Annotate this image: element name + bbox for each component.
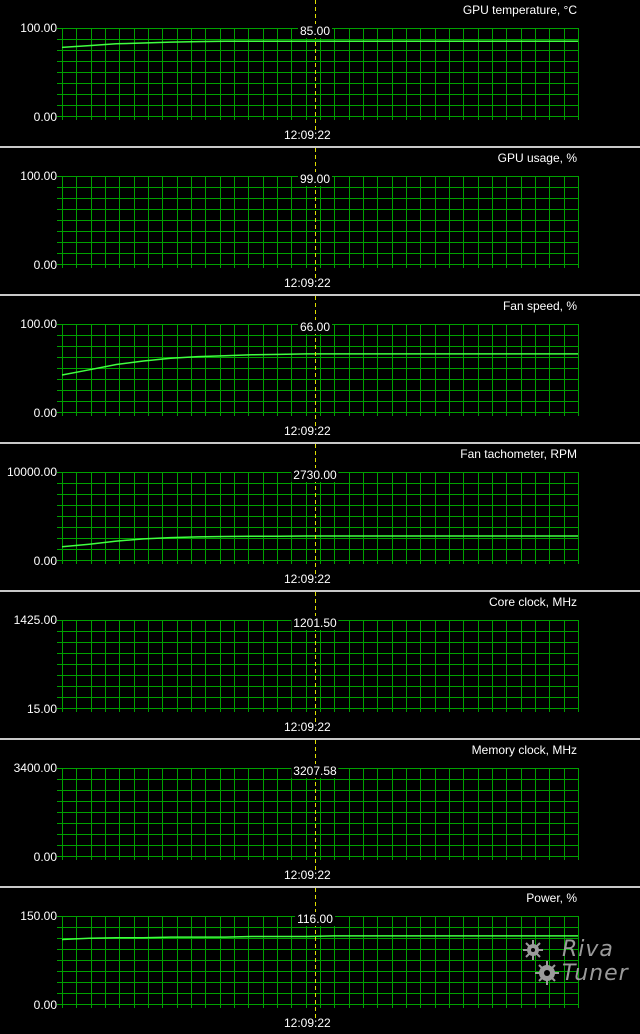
graph-title: GPU temperature, °C: [462, 3, 577, 17]
y-max-label: 10000.00: [6, 465, 57, 479]
cursor-time-label: 12:09:22: [284, 720, 331, 734]
panel-separator: [0, 442, 640, 444]
y-min-label: 0.00: [33, 554, 57, 568]
rivatuner-logo: Riva Tuner: [520, 935, 636, 989]
y-max-label: 3400.00: [13, 761, 57, 775]
cursor-time-label: 12:09:22: [284, 128, 331, 142]
graph-title: GPU usage, %: [497, 151, 577, 165]
graph-title: Memory clock, MHz: [471, 743, 577, 757]
graph-title: Power, %: [526, 891, 577, 905]
graph-svg: [57, 148, 579, 278]
gear-icon: [523, 940, 559, 985]
graph-svg: [57, 888, 579, 1018]
y-max-label: 100.00: [20, 317, 57, 331]
cursor-time-label: 12:09:22: [284, 424, 331, 438]
current-value-label: 2730.00: [291, 468, 339, 482]
panel-separator: [0, 738, 640, 740]
panel-separator: [0, 886, 640, 888]
data-trace: [61, 353, 578, 376]
graph-plot-area[interactable]: 85.00: [57, 0, 579, 130]
graph-svg: [57, 740, 579, 870]
y-min-label: 0.00: [33, 110, 57, 124]
graph-svg: [57, 444, 579, 574]
y-min-label: 15.00: [26, 702, 57, 716]
graph-title: Fan tachometer, RPM: [460, 447, 577, 461]
cursor-time-label: 12:09:22: [284, 868, 331, 882]
graph-panel[interactable]: Fan speed, % 100.00 0.00 12:09:22 66.00: [0, 296, 640, 442]
graph-title: Fan speed, %: [502, 299, 577, 313]
graph-title: Core clock, MHz: [488, 595, 577, 609]
graph-panel[interactable]: GPU temperature, °C 100.00 0.00 12:09:22…: [0, 0, 640, 146]
panel-separator: [0, 590, 640, 592]
current-value-label: 1201.50: [291, 616, 339, 630]
graph-plot-area[interactable]: 116.00: [57, 888, 579, 1018]
y-max-label: 100.00: [20, 169, 57, 183]
current-value-label: 3207.58: [291, 764, 339, 778]
logo-text-line2: Tuner: [562, 961, 629, 986]
graph-panel[interactable]: Core clock, MHz 1425.00 15.00 12:09:22 1…: [0, 592, 640, 738]
graph-plot-area[interactable]: 99.00: [57, 148, 579, 278]
cursor-time-label: 12:09:22: [284, 572, 331, 586]
data-trace: [61, 40, 578, 49]
graph-svg: [57, 296, 579, 426]
panel-separator: [0, 294, 640, 296]
panel-separator: [0, 146, 640, 148]
y-min-label: 0.00: [33, 850, 57, 864]
current-value-label: 116.00: [295, 912, 335, 926]
graph-plot-area[interactable]: 1201.50: [57, 592, 579, 722]
graph-svg: [57, 0, 579, 130]
data-trace: [61, 935, 578, 941]
graph-panel[interactable]: Memory clock, MHz 3400.00 0.00 12:09:22 …: [0, 740, 640, 886]
cursor-time-label: 12:09:22: [284, 276, 331, 290]
graph-plot-area[interactable]: 66.00: [57, 296, 579, 426]
y-min-label: 0.00: [33, 406, 57, 420]
graph-panel[interactable]: GPU usage, % 100.00 0.00 12:09:22 99.00: [0, 148, 640, 294]
data-trace: [61, 535, 578, 548]
graph-panel[interactable]: Fan tachometer, RPM 10000.00 0.00 12:09:…: [0, 444, 640, 590]
current-value-label: 85.00: [297, 24, 333, 38]
graph-svg: [57, 592, 579, 722]
y-min-label: 0.00: [33, 258, 57, 272]
y-max-label: 100.00: [20, 21, 57, 35]
current-value-label: 99.00: [297, 172, 333, 186]
y-max-label: 150.00: [20, 909, 57, 923]
logo-text-line1: Riva: [562, 937, 614, 962]
graph-plot-area[interactable]: 2730.00: [57, 444, 579, 574]
current-value-label: 66.00: [297, 320, 333, 334]
graph-plot-area[interactable]: 3207.58: [57, 740, 579, 870]
y-min-label: 0.00: [33, 998, 57, 1012]
y-max-label: 1425.00: [13, 613, 57, 627]
